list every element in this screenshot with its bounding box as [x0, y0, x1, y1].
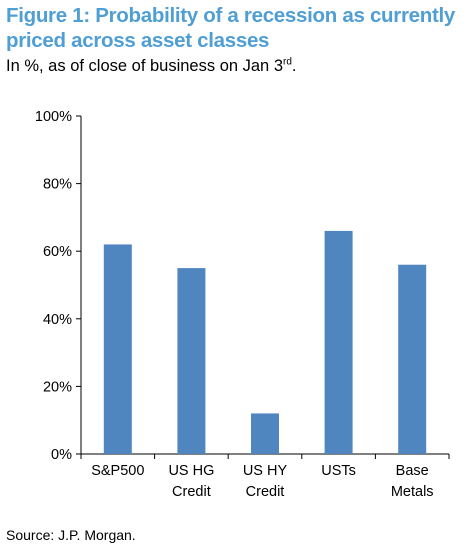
y-tick-label: 80%	[43, 177, 72, 193]
chart-subtitle-text: In %, as of close of business on Jan 3	[6, 57, 283, 75]
bar	[251, 413, 279, 454]
y-tick-label: 0%	[51, 447, 72, 463]
x-tick-label: Credit	[172, 484, 211, 500]
x-tick-label: US HG	[168, 463, 214, 479]
chart-subtitle-end: .	[291, 57, 297, 75]
x-tick-label: USTs	[321, 463, 356, 479]
y-tick-label: 40%	[43, 312, 72, 328]
chart-subtitle: In %, as of close of business on Jan 3rd…	[6, 56, 297, 76]
chart-subtitle-ordinal: rd	[283, 56, 292, 68]
bar	[177, 268, 206, 454]
chart-title: Figure 1: Probability of a recession as …	[6, 4, 455, 52]
x-tick-label: S&P500	[91, 463, 144, 479]
bar	[103, 244, 132, 454]
x-tick-label: US HY	[243, 463, 288, 479]
y-tick-label: 60%	[43, 244, 72, 260]
x-tick-label: Credit	[246, 484, 285, 500]
y-tick-label: 100%	[35, 109, 72, 125]
y-tick-label: 20%	[43, 379, 72, 395]
bar	[398, 264, 427, 454]
bar-chart: 0% 20% 40% 60% 80% 100% S&P500 US HG Credit US HY…	[35, 109, 450, 500]
x-tick-label: Base	[396, 463, 429, 479]
bar	[324, 230, 353, 454]
chart-source: Source: J.P. Morgan.	[6, 527, 136, 543]
x-tick-label: Metals	[391, 484, 434, 500]
